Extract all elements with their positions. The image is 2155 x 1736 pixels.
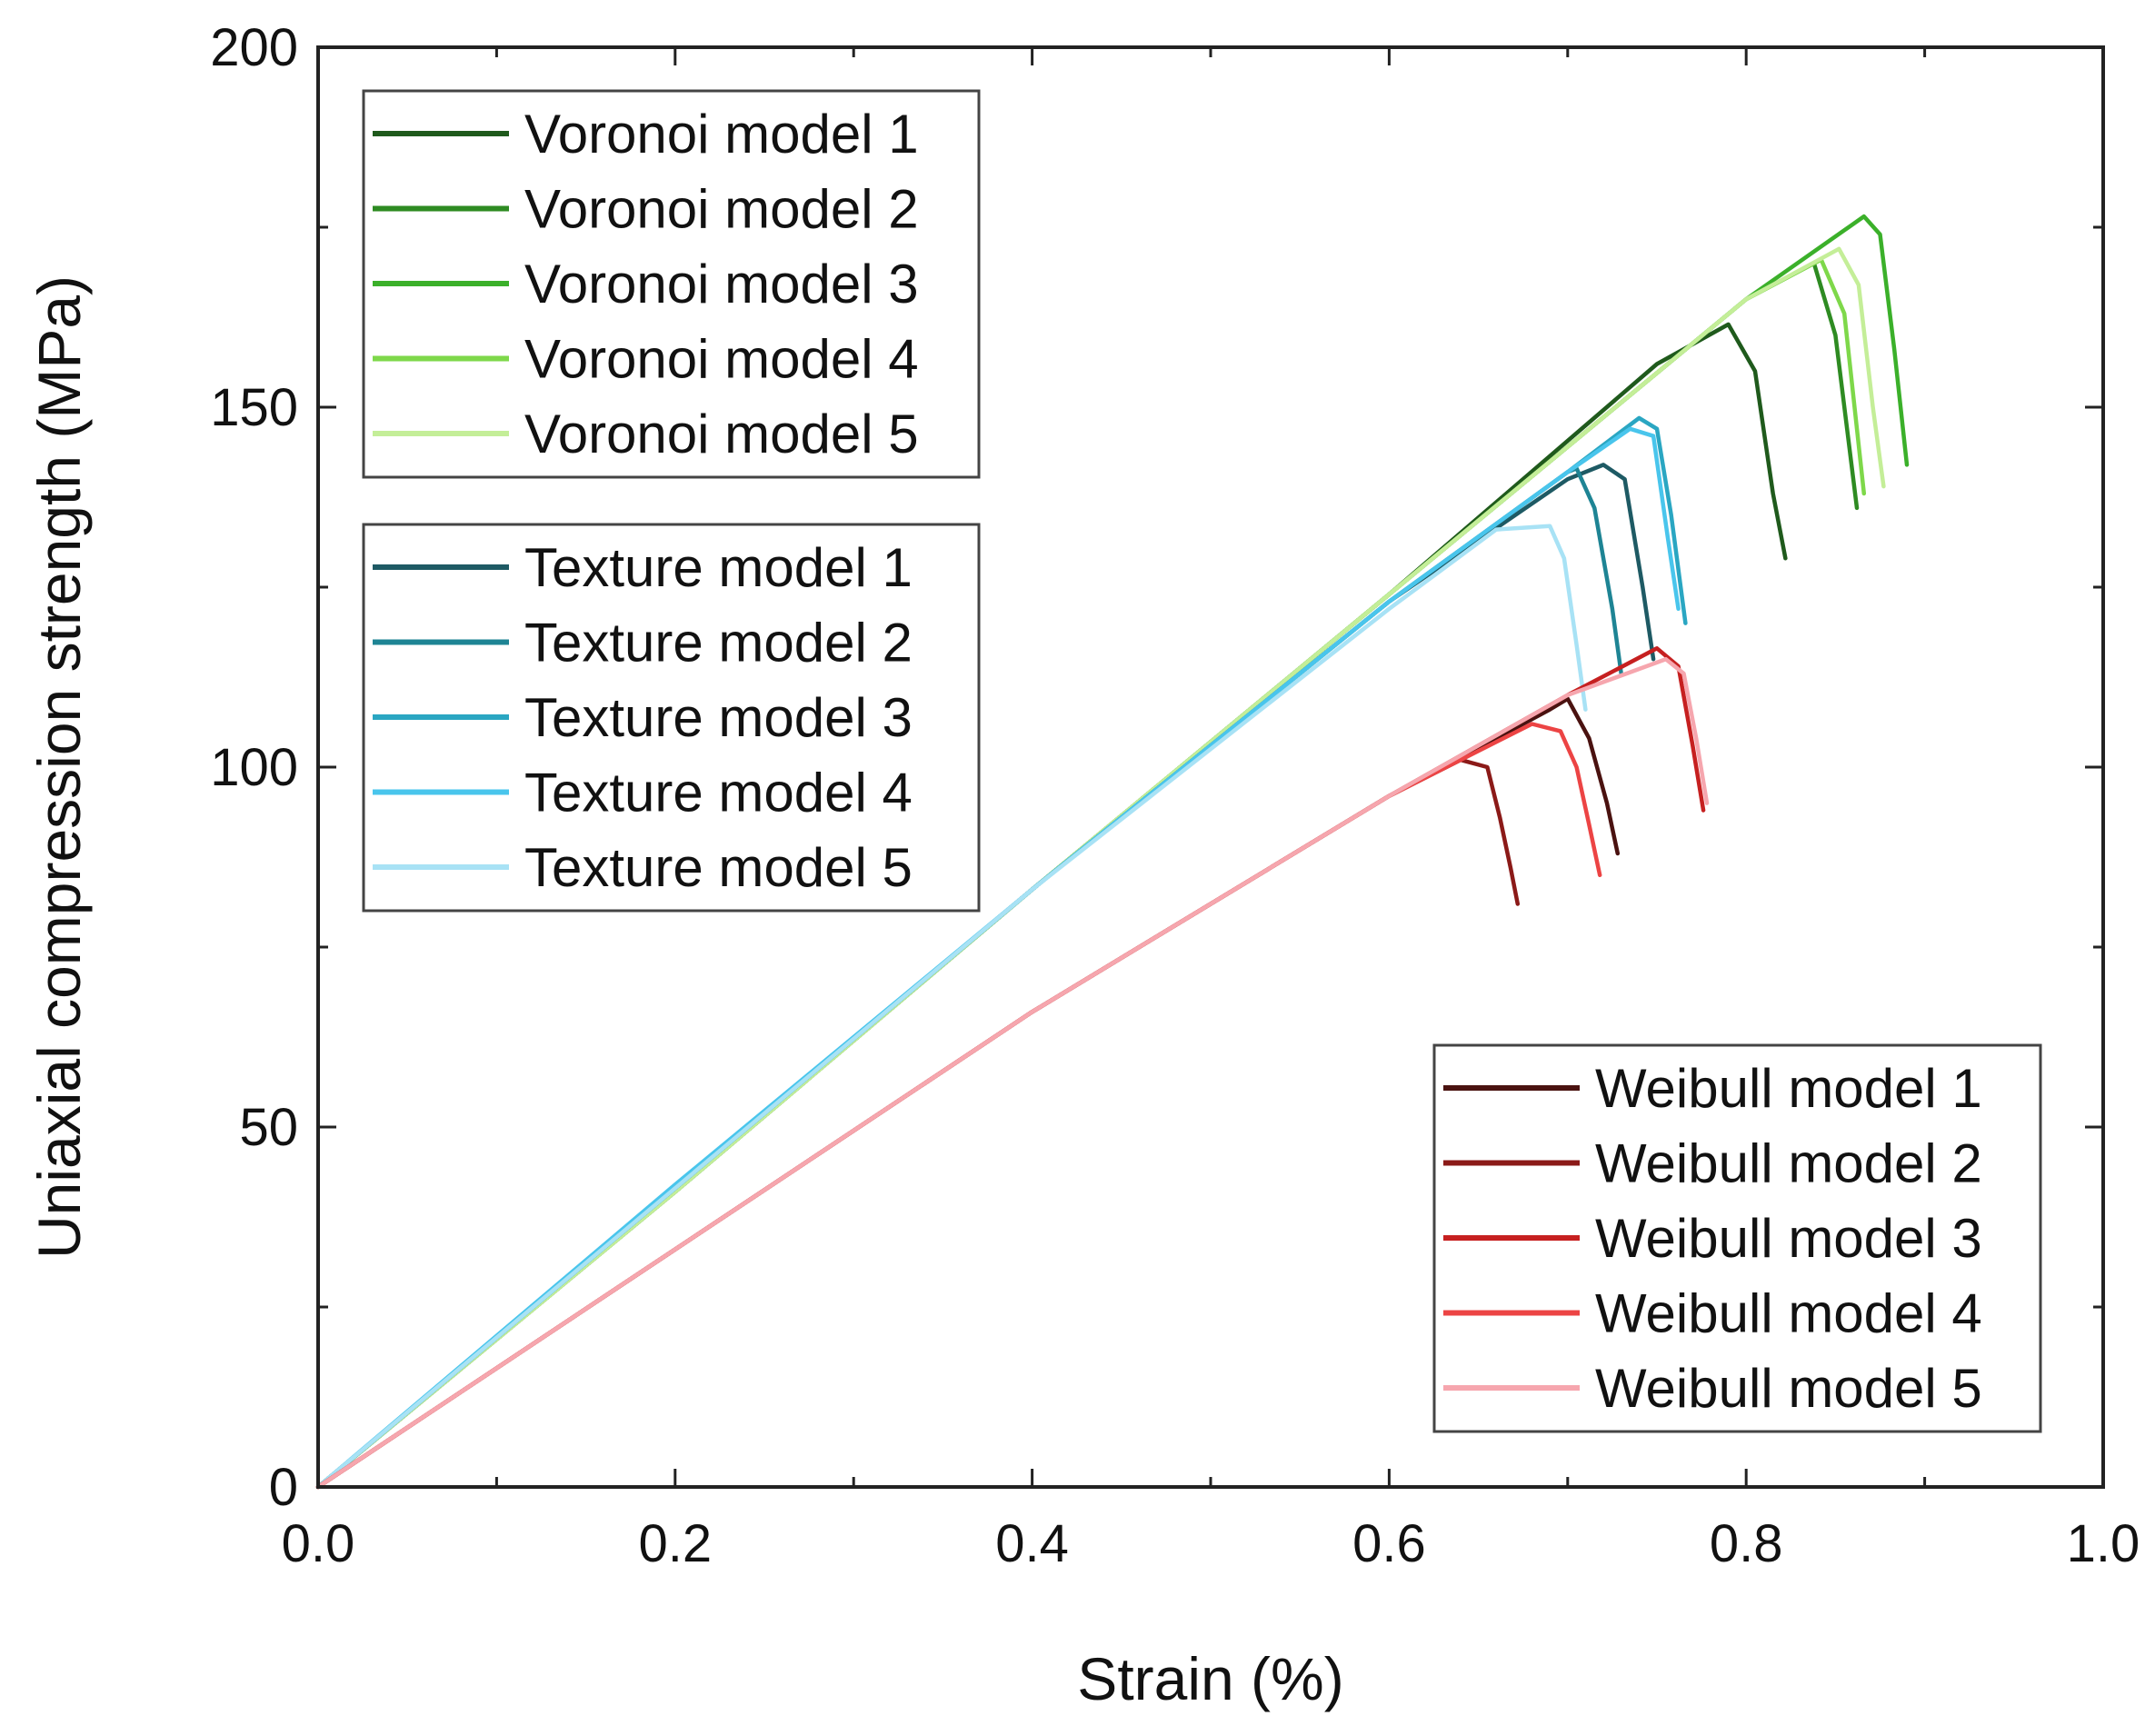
legend-label: Texture model 1 bbox=[524, 537, 913, 598]
legend-label: Weibull model 3 bbox=[1595, 1208, 1982, 1269]
y-tick-label: 200 bbox=[210, 18, 298, 77]
legend-label: Weibull model 2 bbox=[1595, 1133, 1982, 1194]
legend-label: Voronoi model 3 bbox=[524, 254, 919, 314]
x-axis-title: Strain (%) bbox=[1077, 1645, 1343, 1712]
x-tick-label: 0.0 bbox=[282, 1514, 355, 1573]
legend-label: Voronoi model 4 bbox=[524, 329, 919, 390]
legend-label: Texture model 4 bbox=[524, 763, 913, 823]
x-tick-label: 0.6 bbox=[1352, 1514, 1426, 1573]
legend-label: Weibull model 4 bbox=[1595, 1283, 1982, 1344]
x-tick-label: 0.2 bbox=[638, 1514, 712, 1573]
legend-label: Voronoi model 2 bbox=[524, 179, 919, 240]
y-axis-title: Uniaxial compression strength (MPa) bbox=[25, 275, 93, 1259]
legend-voronoi: Voronoi model 1 Voronoi model 2 Voronoi mo… bbox=[362, 89, 981, 479]
series-layer bbox=[315, 214, 1910, 1490]
legend-texture: Texture model 1 Texture model 2 Texture mo… bbox=[362, 523, 981, 913]
y-tick-label: 150 bbox=[210, 378, 298, 437]
legend-label: Texture model 3 bbox=[524, 687, 913, 748]
y-tick-label: 50 bbox=[239, 1098, 298, 1157]
series-line-weibull-model-5 bbox=[315, 656, 1710, 1490]
x-tick-label: 0.8 bbox=[1710, 1514, 1783, 1573]
x-tick-label: 0.4 bbox=[995, 1514, 1069, 1573]
y-tick-label: 0 bbox=[269, 1458, 298, 1517]
x-tick-label: 1.0 bbox=[2067, 1514, 2140, 1573]
legend-label: Texture model 5 bbox=[524, 837, 913, 898]
legend-label: Voronoi model 5 bbox=[524, 404, 919, 464]
legend-weibull: Weibull model 1 Weibull model 2 Weibull mo… bbox=[1432, 1043, 2042, 1433]
ticks-layer: 0.0 0.2 0.4 0.6 0.8 1.0 0 50 100 150 200 bbox=[210, 18, 2140, 1573]
legends-layer: Voronoi model 1 Voronoi model 2 Voronoi mo… bbox=[362, 89, 2042, 1433]
legend-label: Texture model 2 bbox=[524, 613, 913, 673]
legend-label: Weibull model 1 bbox=[1595, 1058, 1982, 1119]
legend-label: Voronoi model 1 bbox=[524, 104, 919, 165]
series-line-texture-model-5 bbox=[315, 524, 1588, 1490]
y-tick-label: 100 bbox=[210, 738, 298, 797]
legend-label: Weibull model 5 bbox=[1595, 1358, 1982, 1419]
